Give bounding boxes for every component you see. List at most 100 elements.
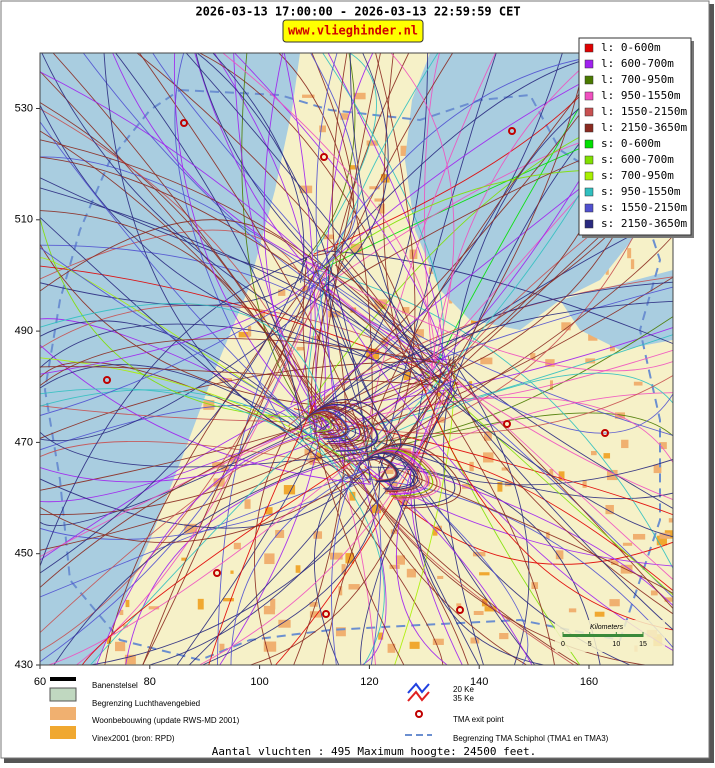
x-tick-label: 120 — [360, 676, 378, 688]
x-tick-label: 160 — [580, 676, 598, 688]
urban-patch — [353, 92, 366, 100]
flight-track — [40, 421, 314, 557]
legend-swatch — [584, 43, 594, 53]
exit-point — [320, 153, 328, 161]
urban-patch — [591, 450, 597, 456]
flight-track — [316, 272, 673, 436]
flight-track — [359, 452, 419, 491]
urban-patch — [656, 535, 667, 546]
urban-patch — [238, 331, 250, 338]
urban-patch — [437, 417, 445, 423]
urban-patch — [659, 442, 667, 450]
flight-track — [331, 53, 348, 272]
flight-track — [288, 276, 673, 427]
flight-track — [40, 156, 425, 359]
urban-patch — [614, 412, 625, 419]
urban-patch — [456, 603, 462, 607]
legend-label: s: 600-700m — [601, 153, 674, 166]
flight-track — [320, 281, 673, 434]
y-tick-label: 490 — [15, 325, 33, 337]
exit-point — [322, 610, 330, 618]
flight-track — [152, 53, 314, 251]
urban-patch — [480, 357, 493, 365]
urban-patch — [622, 542, 633, 546]
y-tick-label: 470 — [15, 436, 33, 448]
urban-patch — [501, 467, 509, 471]
urban-patch — [115, 641, 126, 652]
y-tick-label: 510 — [15, 214, 33, 226]
flight-track — [254, 427, 291, 665]
urban-patch — [545, 359, 555, 367]
flight-track — [40, 257, 290, 412]
legend-swatch — [584, 187, 594, 197]
urban-patch — [203, 400, 215, 410]
title: 2026-03-13 17:00:00 - 2026-03-13 22:59:5… — [195, 5, 520, 19]
flight-track — [115, 53, 303, 439]
urban-patch — [479, 572, 490, 576]
urban-patch — [436, 525, 443, 531]
flight-track — [429, 53, 600, 380]
urban-patch — [611, 560, 619, 565]
scale-bar: Kilometers 0 5 10 15 — [555, 620, 665, 652]
flight-track — [103, 53, 286, 432]
urban-patch — [555, 550, 564, 560]
site-link[interactable]: www.vlieghinder.nl — [288, 24, 418, 38]
flight-track — [304, 410, 350, 440]
flight-track — [142, 263, 319, 665]
key-contour-35: 35 Ke — [453, 694, 474, 703]
urban-patch — [219, 643, 225, 652]
flight-track — [314, 431, 376, 665]
flight-track — [304, 406, 365, 446]
scale-tick-label: 15 — [639, 641, 647, 648]
flight-track — [112, 53, 332, 273]
legend-swatch — [584, 219, 594, 229]
urban-patch — [561, 322, 571, 331]
scale-title: Kilometers — [590, 624, 624, 631]
urban-patch — [484, 606, 497, 612]
urban-patch — [283, 485, 296, 495]
urban-patch — [409, 249, 418, 260]
flight-track — [212, 53, 305, 283]
axes: 60 80 100 120 140 160 430 450 470 490 510 530 — [15, 102, 599, 688]
urban-patch — [483, 452, 494, 463]
flight-track — [202, 466, 380, 665]
urban-patch — [627, 248, 632, 259]
urban-patch — [664, 597, 673, 602]
flight-track — [185, 53, 457, 395]
x-tick-label: 100 — [250, 676, 268, 688]
site-badge[interactable] — [282, 19, 424, 43]
flight-track — [307, 53, 623, 289]
flight-track — [304, 399, 402, 462]
flight-track — [40, 425, 313, 527]
urban-patch — [395, 555, 405, 565]
urban-patch — [340, 113, 349, 120]
urban-patch — [378, 632, 384, 640]
flight-track — [81, 462, 351, 665]
flight-track — [313, 474, 346, 665]
flight-track — [359, 449, 433, 497]
flight-track — [40, 255, 312, 567]
x-tick-label: 80 — [144, 676, 156, 688]
urban-patch — [268, 414, 281, 419]
urban-patch — [402, 307, 410, 314]
flight-track — [374, 53, 587, 486]
flight-track — [40, 355, 458, 516]
urban-patch — [432, 527, 438, 536]
urban-patch — [653, 464, 662, 474]
flight-track — [396, 387, 448, 665]
urban-patch — [387, 643, 396, 653]
legend-swatch — [584, 171, 594, 181]
urban-patch — [609, 344, 615, 352]
flight-track — [373, 447, 673, 486]
urban-patch — [302, 94, 315, 98]
urban-patch — [244, 499, 251, 509]
key-housing: Woonbebouwing (update RWS-MD 2001) — [92, 716, 240, 725]
urban-patch — [462, 484, 473, 489]
key-airport: Begrenzing Luchthavengebied — [92, 699, 200, 708]
flight-track — [89, 427, 316, 665]
urban-patch — [265, 507, 273, 515]
flight-track — [41, 53, 437, 389]
legend-label: s: 2150-3650m — [601, 217, 687, 230]
urban-patch — [302, 285, 309, 292]
legend-label: s: 700-950m — [601, 169, 674, 182]
